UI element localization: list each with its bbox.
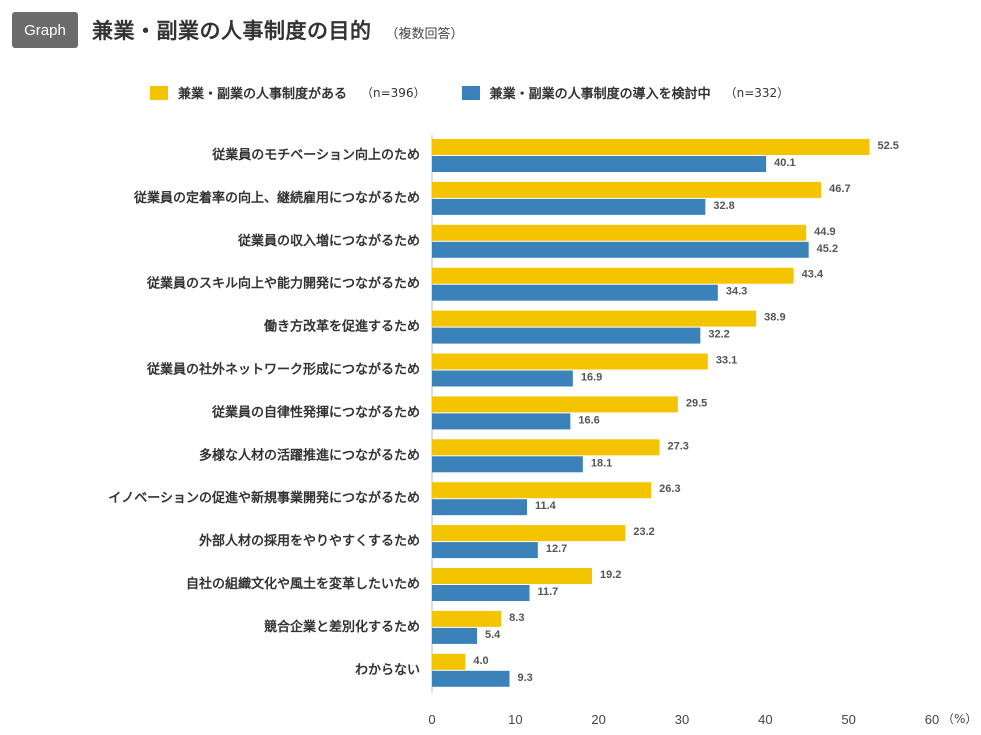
legend-swatch-yellow <box>150 85 168 100</box>
data-label: 40.1 <box>774 157 795 169</box>
bar <box>432 653 466 670</box>
x-tick-label: 60 <box>925 712 939 727</box>
data-label: 8.3 <box>509 612 524 624</box>
category-label: 従業員のモチベーション向上のため <box>211 147 420 163</box>
bar <box>432 627 477 644</box>
category-label: 従業員の自律性発揮につながるため <box>211 404 420 420</box>
category-label: 従業員の定着率の向上、継続雇用につながるため <box>133 190 420 206</box>
legend-swatch-blue <box>461 85 480 100</box>
category-label: イノベーションの促進や新規事業開発につながるため <box>108 490 420 506</box>
data-label: 29.5 <box>686 397 707 409</box>
bar <box>432 310 757 327</box>
data-label: 23.2 <box>633 526 654 538</box>
data-label: 16.6 <box>578 414 599 426</box>
bar <box>432 139 870 155</box>
bar <box>432 327 701 344</box>
legend-label: 兼業・副業の人事制度がある <box>178 87 348 102</box>
data-label: 11.4 <box>535 500 557 512</box>
category-label: 自社の組織文化や風土を変革したいため <box>186 576 420 592</box>
bar <box>432 224 807 241</box>
bar <box>432 482 652 499</box>
bar <box>432 370 573 387</box>
data-label: 46.7 <box>829 183 850 195</box>
bar <box>432 284 718 301</box>
bar <box>432 456 583 473</box>
x-tick-label: 50 <box>841 712 855 727</box>
bar <box>432 585 530 601</box>
data-label: 9.3 <box>518 672 533 684</box>
category-label: 従業員のスキル向上や能力開発につながるため <box>146 276 420 292</box>
category-label: 従業員の収入増につながるため <box>237 233 420 249</box>
data-label: 52.5 <box>878 140 899 152</box>
bar <box>432 525 626 542</box>
data-label: 19.2 <box>600 569 621 581</box>
data-label: 38.9 <box>764 312 785 324</box>
data-label: 44.9 <box>814 226 835 238</box>
category-label: わからない <box>355 663 420 678</box>
bar <box>432 568 592 584</box>
data-label: 4.0 <box>473 655 488 667</box>
data-label: 12.7 <box>546 543 567 555</box>
data-label: 16.9 <box>581 372 602 384</box>
x-tick-label: 40 <box>758 712 772 727</box>
bar <box>432 353 708 370</box>
data-label: 45.2 <box>817 243 838 255</box>
legend-label: 兼業・副業の人事制度の導入を検討中 <box>489 87 711 102</box>
bar <box>432 670 510 687</box>
graph-badge: Graph <box>12 12 78 48</box>
legend-item-considering: 兼業・副業の人事制度の導入を検討中 （n=332） <box>461 83 790 102</box>
x-tick-label: 20 <box>591 712 605 727</box>
bar <box>432 499 527 516</box>
data-label: 32.2 <box>708 329 729 341</box>
data-label: 26.3 <box>659 483 680 495</box>
legend-n: （n=332） <box>724 86 790 100</box>
data-label: 33.1 <box>716 355 737 367</box>
category-label: 従業員の社外ネットワーク形成につながるため <box>146 362 420 378</box>
category-label: 働き方改革を促進するため <box>263 319 420 335</box>
bar <box>432 181 822 198</box>
bar <box>432 156 767 172</box>
category-label: 競合企業と差別化するため <box>264 619 420 635</box>
x-tick-label: 10 <box>508 712 522 727</box>
category-label: 外部人材の採用をやりやすくするため <box>198 533 420 549</box>
category-label: 多様な人材の活躍推進につながるため <box>199 447 420 463</box>
header: Graph 兼業・副業の人事制度の目的 （複数回答） <box>12 11 464 49</box>
chart-title: 兼業・副業の人事制度の目的 <box>92 19 372 43</box>
legend: 兼業・副業の人事制度がある （n=396） 兼業・副業の人事制度の導入を検討中 … <box>150 83 825 102</box>
data-label: 11.7 <box>538 586 559 598</box>
bar <box>432 267 794 284</box>
data-label: 18.1 <box>591 457 612 469</box>
bar <box>432 413 571 430</box>
bar <box>432 439 660 456</box>
bar <box>432 542 538 559</box>
bar <box>432 396 678 413</box>
data-label: 34.3 <box>726 286 747 298</box>
x-unit-label: （%） <box>942 712 977 726</box>
data-label: 32.8 <box>713 200 734 212</box>
legend-n: （n=396） <box>361 86 426 100</box>
bar <box>432 241 809 258</box>
x-tick-label: 0 <box>428 712 435 727</box>
data-label: 27.3 <box>668 440 689 452</box>
data-label: 43.4 <box>802 269 824 281</box>
x-tick-label: 30 <box>675 712 689 727</box>
bar <box>432 198 706 215</box>
data-label: 5.4 <box>485 629 501 641</box>
legend-item-has-system: 兼業・副業の人事制度がある （n=396） <box>150 83 426 102</box>
chart-subtitle: （複数回答） <box>385 26 464 42</box>
bar <box>432 610 502 627</box>
